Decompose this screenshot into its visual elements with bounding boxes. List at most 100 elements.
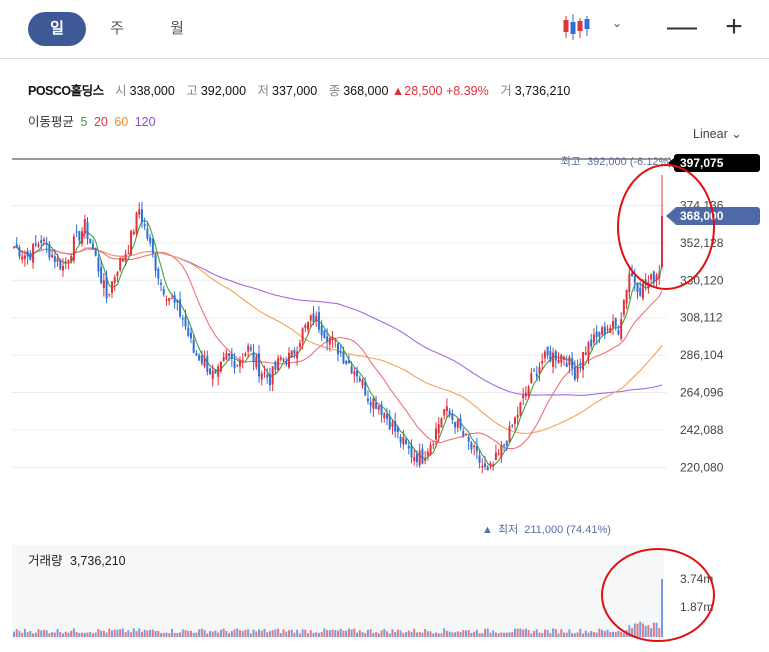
volume-bar	[116, 629, 119, 637]
scale-mode-selector[interactable]: Linear ⌄	[693, 126, 742, 141]
volume-bar	[522, 629, 525, 637]
volume-bar	[189, 630, 192, 637]
candle-body	[391, 422, 394, 427]
candle-body	[552, 352, 555, 367]
volume-bar	[560, 629, 563, 637]
candle-body	[64, 261, 67, 263]
candle-body	[105, 276, 108, 299]
candle-body	[492, 464, 495, 467]
volume-bar	[445, 630, 448, 637]
candle-body	[317, 312, 320, 330]
volume-value: 3,736,210	[514, 84, 571, 98]
volume-bar	[34, 632, 37, 637]
volume-bar	[587, 632, 590, 637]
volume-bar	[647, 625, 650, 637]
candle-body	[211, 370, 214, 380]
candle-body	[641, 283, 644, 299]
tab-daily[interactable]: 일	[28, 12, 86, 46]
candle-body	[282, 358, 285, 361]
candle-body	[173, 295, 176, 303]
volume-bar	[130, 632, 133, 637]
candle-body	[486, 466, 489, 470]
volume-bar	[83, 632, 86, 637]
candle-body	[214, 369, 217, 374]
volume-bar	[287, 630, 290, 637]
volume-bar	[277, 628, 280, 637]
candle-body	[42, 239, 45, 241]
volume-bar	[633, 623, 636, 637]
volume-bar	[192, 632, 195, 637]
volume-bar	[160, 633, 163, 637]
candle-body	[323, 330, 326, 338]
volume-bar	[203, 630, 206, 637]
volume-bar	[268, 631, 271, 637]
volume-bar	[51, 632, 54, 637]
candle-body	[94, 248, 97, 256]
volume-bar	[478, 633, 481, 637]
volume-bar	[260, 630, 263, 637]
candle-body	[622, 300, 625, 315]
volume-bar	[579, 628, 582, 637]
volume-bar	[113, 629, 116, 637]
high-marker-label: 최고	[561, 155, 581, 168]
price-tick-label: 242,088	[680, 423, 724, 437]
top-toolbar: 일 주 월 ⌄ — +	[0, 0, 769, 59]
volume-bar	[519, 628, 522, 637]
candle-body	[135, 212, 138, 234]
volume-bar	[614, 631, 617, 637]
candle-body	[195, 353, 198, 356]
candle-body	[505, 440, 508, 446]
volume-bar	[214, 630, 217, 637]
volume-bar	[467, 630, 470, 637]
candle-body	[165, 299, 168, 301]
moving-average-legend[interactable]: 이동평균 5 20 60 120	[28, 111, 156, 130]
candle-body	[451, 414, 454, 420]
candle-body	[249, 347, 252, 350]
volume-bar	[611, 631, 614, 637]
volume-bar	[285, 631, 288, 637]
candle-body	[225, 353, 228, 360]
volume-bar	[366, 629, 369, 637]
candle-body	[413, 456, 416, 462]
candle-body	[72, 236, 75, 261]
candle-body	[258, 353, 261, 377]
volume-bar	[290, 629, 293, 637]
stock-summary: POSCO홀딩스 시 338,000 고 392,000 저 337,000 종 368…	[28, 80, 570, 99]
volume-bar	[127, 630, 130, 637]
candle-body	[337, 343, 339, 355]
candle-body	[334, 339, 337, 341]
volume-bar	[94, 632, 97, 637]
low-label: 저	[257, 84, 270, 98]
open-label: 시	[115, 84, 127, 98]
volume-bar	[244, 629, 247, 637]
candle-body	[116, 272, 119, 277]
volume-bar	[511, 632, 514, 637]
volume-bar	[622, 633, 625, 637]
candle-body	[203, 358, 206, 367]
volume-bars	[13, 579, 663, 637]
candle-body	[478, 455, 481, 463]
chart-type-selector[interactable]: ⌄	[556, 10, 644, 46]
volume-bar	[45, 630, 48, 637]
candle-body	[377, 406, 380, 410]
tab-monthly[interactable]: 월	[170, 20, 184, 37]
candle-body	[650, 274, 653, 280]
plus-icon[interactable]: +	[725, 10, 743, 43]
low-marker-label: 최저	[498, 523, 518, 536]
tab-weekly[interactable]: 주	[110, 20, 124, 37]
volume-bar	[326, 630, 329, 637]
volume-bar	[307, 633, 310, 637]
candle-body	[285, 361, 288, 364]
price-chart[interactable]: 220,080 242,088 264,096 286,104 308,112 330,1…	[0, 145, 769, 652]
volume-bar	[121, 628, 124, 637]
candle-body	[331, 336, 334, 340]
candle-body	[661, 215, 663, 267]
candlestick-icon	[563, 14, 590, 40]
minus-icon[interactable]: —	[667, 10, 697, 43]
candle-body	[312, 313, 315, 323]
current-price-text: 368,000	[680, 209, 724, 223]
volume-bar	[407, 630, 410, 637]
candle-body	[530, 373, 533, 383]
candle-body	[320, 325, 323, 336]
volume-bar	[293, 632, 296, 637]
